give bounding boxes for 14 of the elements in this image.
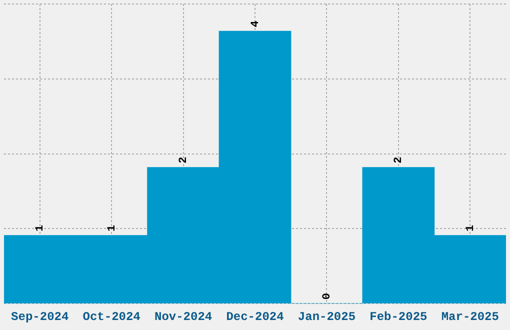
data-label: 4: [250, 20, 262, 28]
x-tick-label: Oct-2024: [82, 310, 140, 324]
x-tick-label: Feb-2025: [370, 310, 428, 324]
data-label: 2: [393, 156, 406, 164]
x-tick-label: Mar-2025: [441, 310, 499, 324]
x-tick-label: Sep-2024: [11, 310, 69, 324]
data-label: 0: [321, 292, 334, 300]
x-tick-label: Nov-2024: [154, 310, 212, 324]
x-tick-label: Jan-2025: [298, 310, 356, 324]
data-label: 1: [106, 224, 118, 232]
data-label: 2: [178, 156, 190, 164]
data-label: 1: [464, 224, 477, 232]
data-label: 1: [34, 224, 47, 232]
x-tick-label: Dec-2024: [226, 310, 284, 324]
